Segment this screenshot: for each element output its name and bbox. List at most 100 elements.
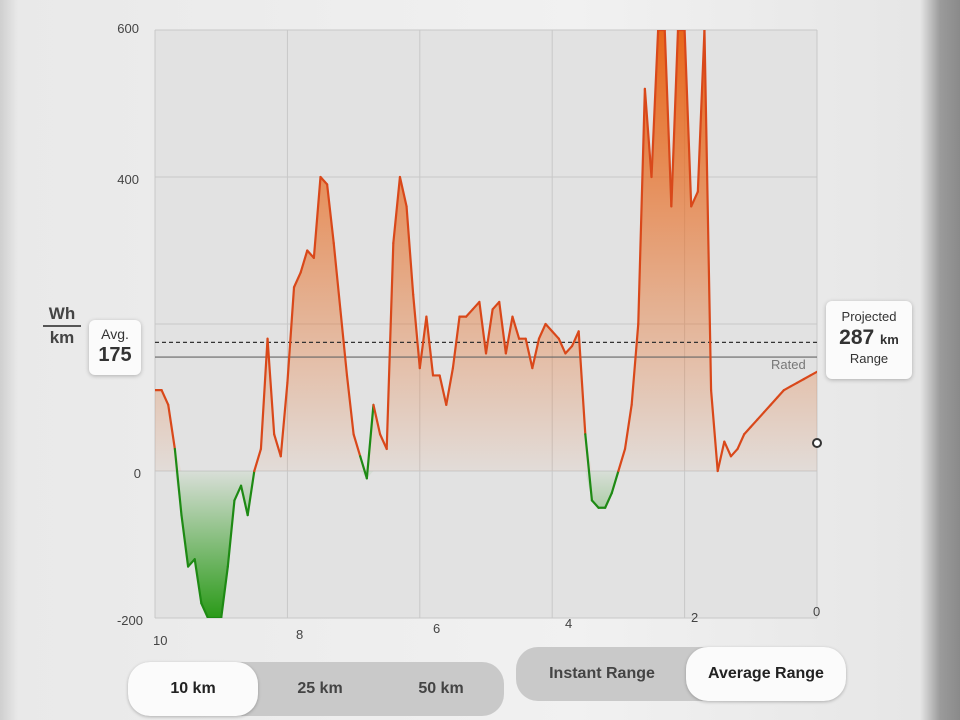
data-segment-77 [663,30,673,208]
x-tick-2: 2 [691,610,699,625]
data-segment-35 [385,242,395,451]
data-segment-71 [623,403,633,451]
data-segment-82 [696,30,706,193]
projected-value: 287 [839,326,875,349]
data-segment-15 [253,447,263,473]
data-segment-61 [557,337,567,355]
data-segment-22 [299,249,309,274]
range-option-50km[interactable]: 50 km [418,680,464,697]
data-segment-49 [478,300,488,355]
range-option-10km[interactable]: 10 km [128,662,258,716]
data-segment-1 [160,389,170,406]
projected-unit: km [880,332,899,347]
negative-energy-area [155,471,817,618]
data-segment-89 [743,425,752,436]
data-segment-21 [292,271,302,289]
data-segment-36 [392,175,402,245]
unit-label: Wh km [43,304,81,348]
data-segment-62 [564,344,574,355]
instant-range-option[interactable]: Instant Range [549,665,655,682]
data-segment-64 [577,330,587,436]
data-segment-50 [484,308,494,355]
current-position-marker [812,438,822,448]
avg-label: Avg. [101,326,129,342]
data-segment-27 [332,242,342,311]
data-segment-24 [312,175,322,259]
rated-label: Rated [771,357,806,372]
data-segment-2 [167,403,176,451]
data-segment-75 [650,30,660,179]
data-segment-19 [279,381,289,458]
data-segment-72 [630,322,640,406]
data-segment-32 [365,403,375,480]
data-segment-17 [266,337,276,436]
data-segment-54 [511,315,521,340]
data-segment-48 [471,300,481,311]
data-segment-29 [345,374,355,436]
data-segment-14 [246,469,256,517]
data-segment-20 [286,286,296,384]
data-segment-6 [193,558,203,605]
data-segment-13 [239,484,249,517]
data-segment-53 [504,315,514,355]
data-segment-41 [425,315,435,377]
data-segment-87 [729,447,739,458]
data-segment-5 [187,558,196,568]
data-segment-99 [809,370,817,377]
y-tick-400: 400 [117,172,139,187]
data-segment-85 [716,440,726,473]
data-segment-56 [524,337,534,370]
data-segment-39 [412,293,421,370]
data-segment-88 [736,433,746,451]
data-segment-68 [604,491,613,509]
data-segment-90 [749,418,759,428]
data-segment-40 [418,315,428,370]
unit-divider [43,325,81,327]
data-segment-57 [531,337,541,370]
data-segment-52 [498,300,507,355]
y-tick-600: 600 [117,21,139,36]
range-option-25km[interactable]: 25 km [297,680,343,697]
data-segment-26 [326,183,335,245]
average-range-option[interactable]: Average Range [686,647,846,701]
data-segment-93 [769,396,779,406]
x-tick-6: 6 [433,621,441,636]
data-segment-34 [378,433,388,451]
data-segment-47 [465,308,474,318]
data-segment-70 [617,447,627,473]
data-segment-25 [319,175,329,186]
data-segment-28 [339,308,349,377]
data-segment-60 [551,330,560,340]
data-segment-81 [690,190,699,208]
distance-selector: 10 km 25 km 50 km [128,662,504,716]
projected-sub-label: Range [849,351,889,366]
data-segment-96 [789,381,799,388]
data-segment-86 [723,440,733,458]
data-segment-43 [438,374,448,406]
x-tick-0: 0 [813,604,821,619]
data-segment-73 [637,87,646,326]
data-segment-3 [173,447,183,517]
avg-value: 175 [98,344,132,366]
data-segment-44 [445,367,454,406]
data-segment-74 [643,87,653,179]
data-segment-51 [491,300,501,311]
data-segment-65 [584,433,594,502]
data-segment-98 [802,374,812,381]
data-segment-33 [372,403,382,436]
y-tick-0: 0 [133,466,141,481]
positive-energy-area [155,30,817,471]
unit-top: Wh [48,304,76,323]
data-segment-95 [782,385,792,392]
data-segment-83 [703,30,713,392]
data-segment-30 [352,433,362,458]
unit-bottom: km [49,328,75,347]
data-segment-37 [398,175,408,208]
range-mode-selector: Instant Range Average Range [516,647,846,701]
data-segment-59 [544,322,554,333]
data-segment-97 [796,378,805,384]
data-segment-94 [776,389,786,399]
data-segment-10 [220,565,229,618]
